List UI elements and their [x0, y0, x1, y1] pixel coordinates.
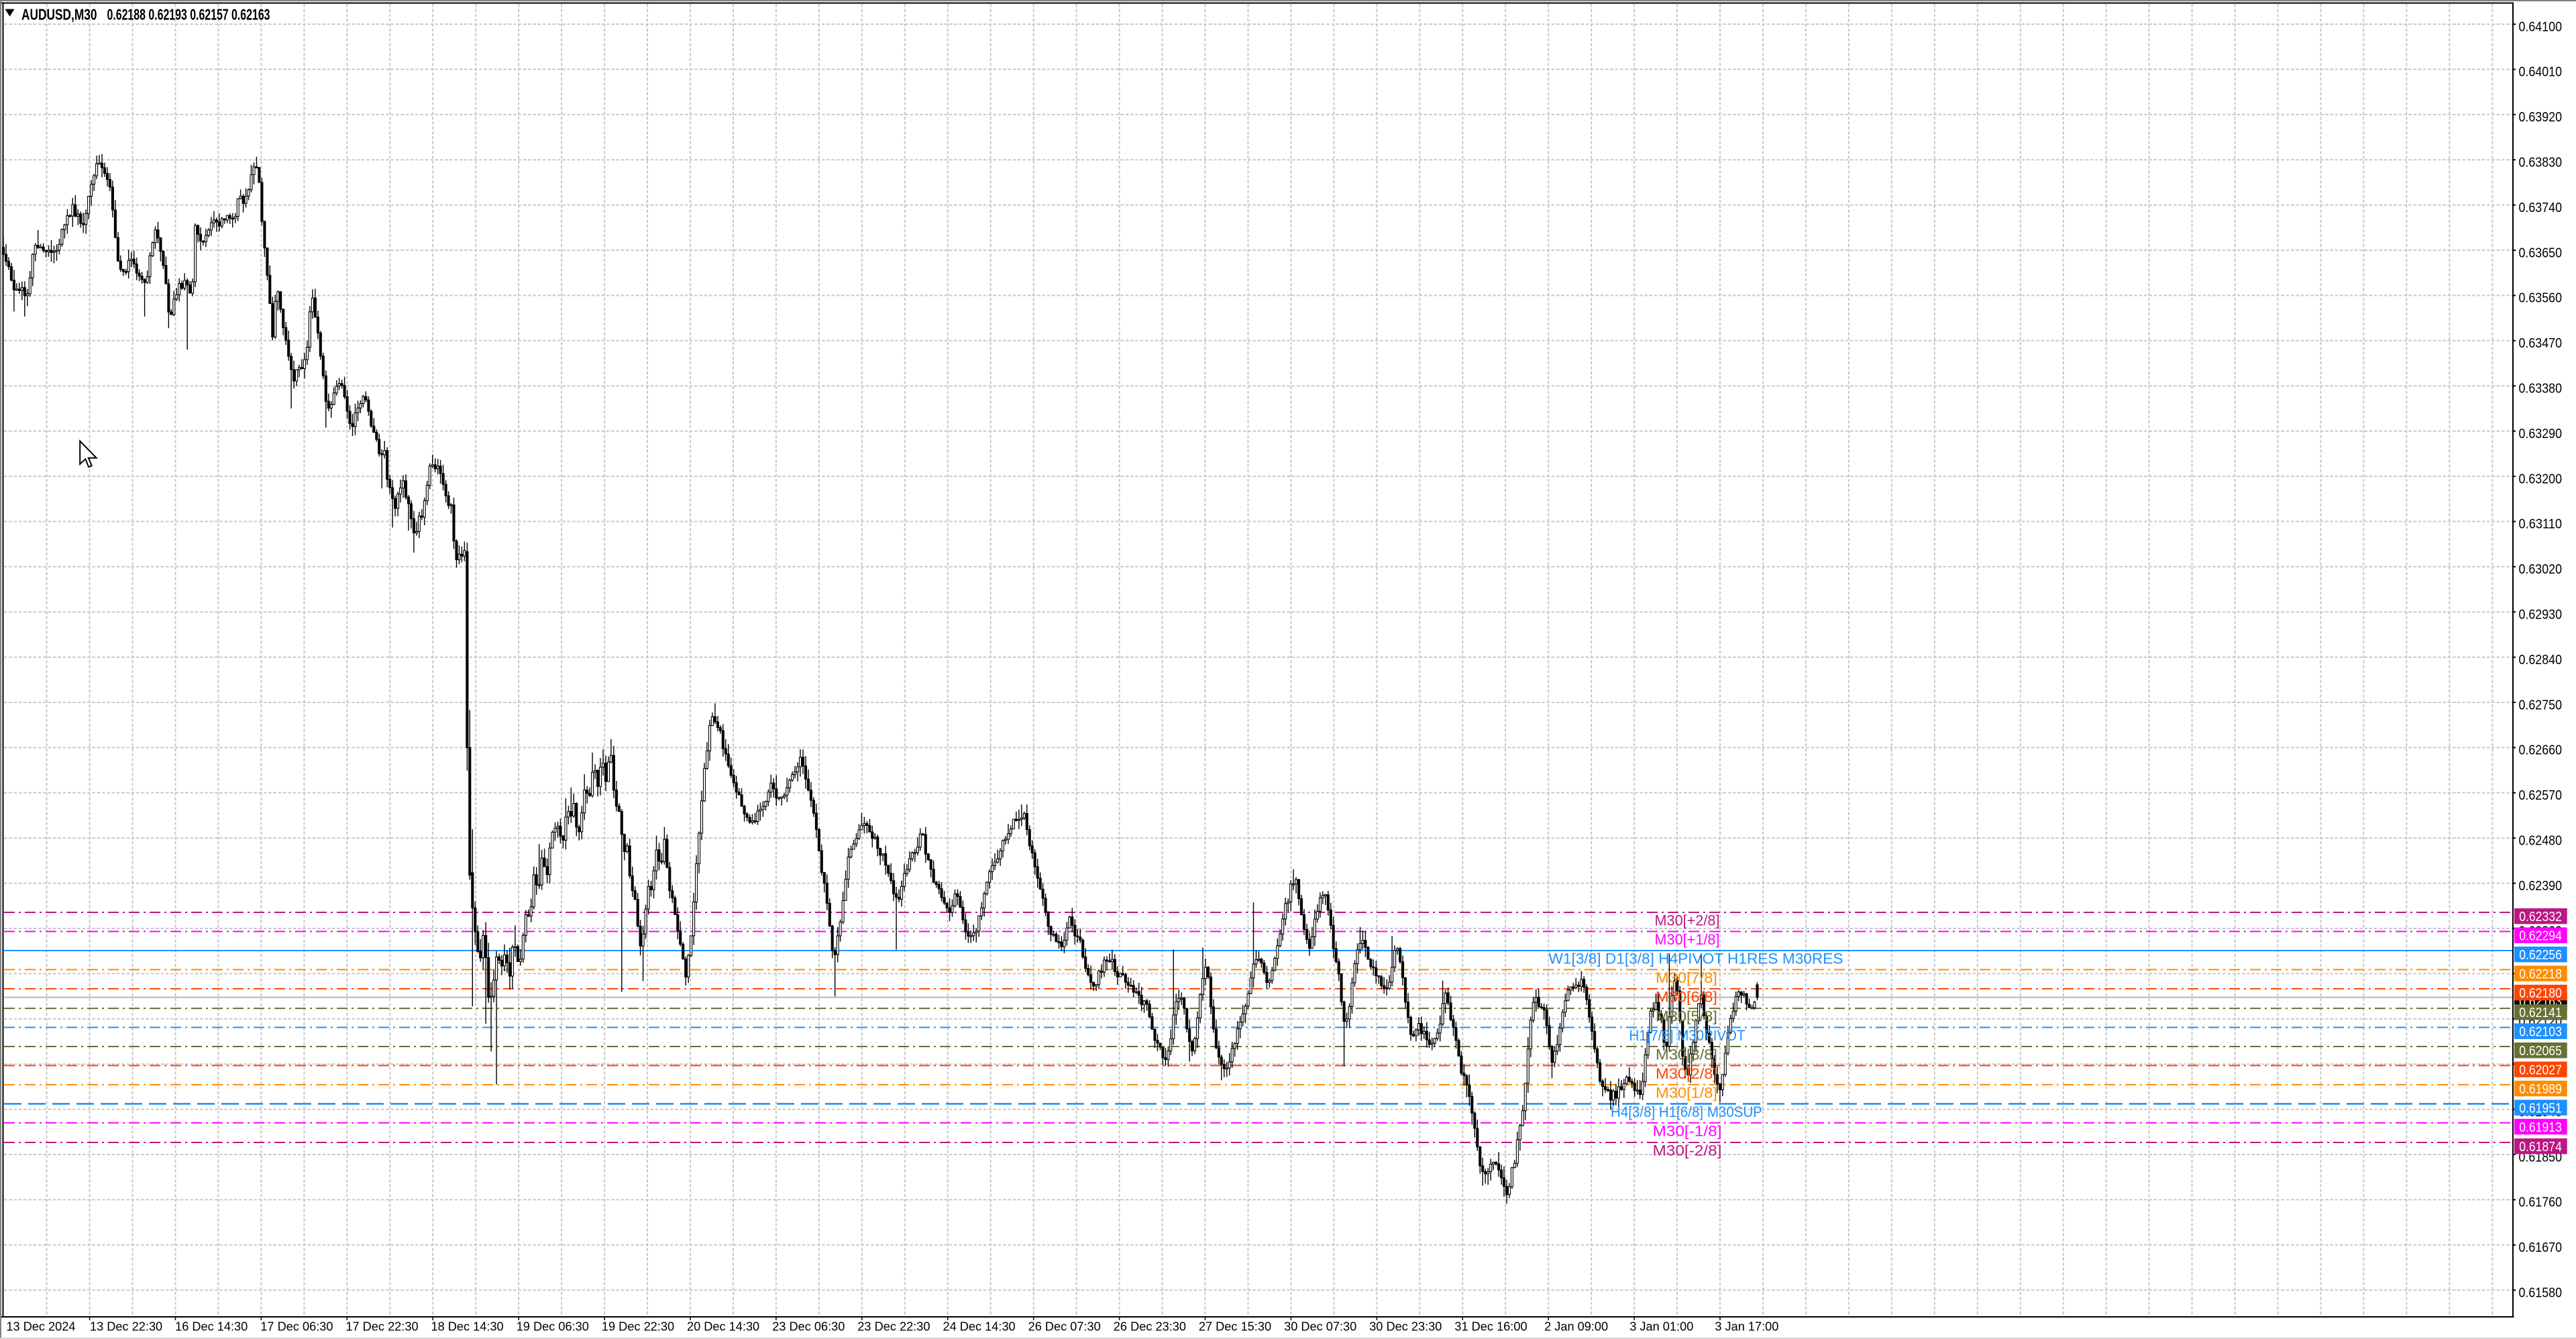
svg-text:19 Dec 22:30: 19 Dec 22:30 [602, 1320, 674, 1334]
svg-text:18 Dec 14:30: 18 Dec 14:30 [431, 1320, 503, 1334]
svg-text:0.61760: 0.61760 [2519, 1195, 2563, 1210]
svg-text:0.62027: 0.62027 [2519, 1063, 2562, 1077]
svg-text:AUDUSD,M30: AUDUSD,M30 [21, 6, 97, 23]
svg-text:0.63380: 0.63380 [2519, 382, 2563, 396]
svg-text:0.62256: 0.62256 [2519, 948, 2562, 963]
svg-text:M30[-2/8]: M30[-2/8] [1653, 1142, 1722, 1159]
svg-text:0.61913: 0.61913 [2519, 1120, 2562, 1135]
svg-text:M30[+1/8]: M30[+1/8] [1655, 931, 1720, 948]
svg-text:0.62750: 0.62750 [2519, 698, 2563, 712]
svg-text:M30[-1/8]: M30[-1/8] [1653, 1122, 1722, 1139]
svg-text:0.62180: 0.62180 [2519, 986, 2562, 1001]
svg-text:20 Dec 14:30: 20 Dec 14:30 [687, 1320, 759, 1334]
svg-text:0.63110: 0.63110 [2519, 517, 2563, 532]
svg-text:0.62141: 0.62141 [2519, 1006, 2562, 1020]
svg-text:2 Jan 09:00: 2 Jan 09:00 [1544, 1320, 1608, 1334]
svg-text:0.62218: 0.62218 [2519, 967, 2562, 981]
svg-text:H1[7/8] M30PIVOT: H1[7/8] M30PIVOT [1629, 1027, 1746, 1044]
svg-text:0.62480: 0.62480 [2519, 834, 2563, 849]
svg-text:0.63650: 0.63650 [2519, 246, 2563, 260]
svg-text:0.61580: 0.61580 [2519, 1286, 2563, 1301]
svg-text:30 Dec 07:30: 30 Dec 07:30 [1284, 1320, 1356, 1334]
svg-text:31 Dec 16:00: 31 Dec 16:00 [1454, 1320, 1527, 1334]
svg-text:0.64100: 0.64100 [2519, 19, 2563, 34]
svg-text:23 Dec 06:30: 23 Dec 06:30 [772, 1320, 845, 1334]
svg-text:0.63020: 0.63020 [2519, 562, 2563, 577]
svg-text:0.63200: 0.63200 [2519, 472, 2563, 486]
svg-text:17 Dec 22:30: 17 Dec 22:30 [345, 1320, 418, 1334]
svg-text:0.63920: 0.63920 [2519, 110, 2563, 125]
svg-text:0.63470: 0.63470 [2519, 336, 2563, 351]
svg-text:M30[2/8]: M30[2/8] [1656, 1065, 1717, 1082]
svg-text:3 Jan 17:00: 3 Jan 17:00 [1715, 1320, 1778, 1334]
svg-text:W1[3/8] D1[3/8] H4PIVOT H1RES: W1[3/8] D1[3/8] H4PIVOT H1RES M30RES [1549, 951, 1843, 967]
svg-text:0.61670: 0.61670 [2519, 1240, 2563, 1255]
svg-text:0.64010: 0.64010 [2519, 65, 2563, 80]
svg-text:0.62390: 0.62390 [2519, 879, 2563, 894]
svg-text:0.63830: 0.63830 [2519, 156, 2563, 170]
svg-text:24 Dec 14:30: 24 Dec 14:30 [943, 1320, 1015, 1334]
svg-text:0.62188 0.62193 0.62157 0.6216: 0.62188 0.62193 0.62157 0.62163 [107, 6, 270, 23]
svg-text:M30[+2/8]: M30[+2/8] [1655, 912, 1720, 929]
svg-text:0.62103: 0.62103 [2519, 1025, 2562, 1040]
svg-text:17 Dec 06:30: 17 Dec 06:30 [260, 1320, 333, 1334]
svg-text:0.63290: 0.63290 [2519, 427, 2563, 441]
svg-text:M30[1/8]: M30[1/8] [1656, 1084, 1717, 1101]
svg-text:H4[3/8] H1[6/8] M30SUP: H4[3/8] H1[6/8] M30SUP [1611, 1104, 1762, 1120]
svg-text:0.62332: 0.62332 [2519, 910, 2562, 924]
svg-text:M30[6/8]: M30[6/8] [1656, 988, 1717, 1005]
svg-text:0.62065: 0.62065 [2519, 1044, 2562, 1059]
svg-text:0.62930: 0.62930 [2519, 608, 2563, 623]
svg-text:0.63740: 0.63740 [2519, 201, 2563, 215]
svg-text:0.61874: 0.61874 [2519, 1140, 2562, 1155]
svg-text:3 Jan 01:00: 3 Jan 01:00 [1629, 1320, 1693, 1334]
svg-text:30 Dec 23:30: 30 Dec 23:30 [1369, 1320, 1442, 1334]
svg-text:M30[7/8]: M30[7/8] [1656, 969, 1717, 986]
svg-text:13 Dec 22:30: 13 Dec 22:30 [90, 1320, 162, 1334]
svg-text:0.62660: 0.62660 [2519, 743, 2563, 758]
svg-text:27 Dec 15:30: 27 Dec 15:30 [1199, 1320, 1271, 1334]
svg-text:23 Dec 22:30: 23 Dec 22:30 [857, 1320, 930, 1334]
svg-text:0.62840: 0.62840 [2519, 653, 2563, 667]
svg-text:0.62294: 0.62294 [2519, 929, 2562, 944]
svg-text:M30[3/8]: M30[3/8] [1656, 1047, 1717, 1063]
svg-text:M30[5/8]: M30[5/8] [1656, 1008, 1717, 1025]
svg-text:13 Dec 2024: 13 Dec 2024 [6, 1320, 75, 1334]
svg-text:26 Dec 23:30: 26 Dec 23:30 [1114, 1320, 1186, 1334]
svg-text:0.63560: 0.63560 [2519, 291, 2563, 306]
svg-text:0.61951: 0.61951 [2519, 1101, 2562, 1116]
svg-text:0.62570: 0.62570 [2519, 788, 2563, 803]
svg-text:16 Dec 14:30: 16 Dec 14:30 [175, 1320, 248, 1334]
svg-text:19 Dec 06:30: 19 Dec 06:30 [517, 1320, 589, 1334]
svg-text:26 Dec 07:30: 26 Dec 07:30 [1028, 1320, 1101, 1334]
svg-text:0.61989: 0.61989 [2519, 1082, 2562, 1097]
